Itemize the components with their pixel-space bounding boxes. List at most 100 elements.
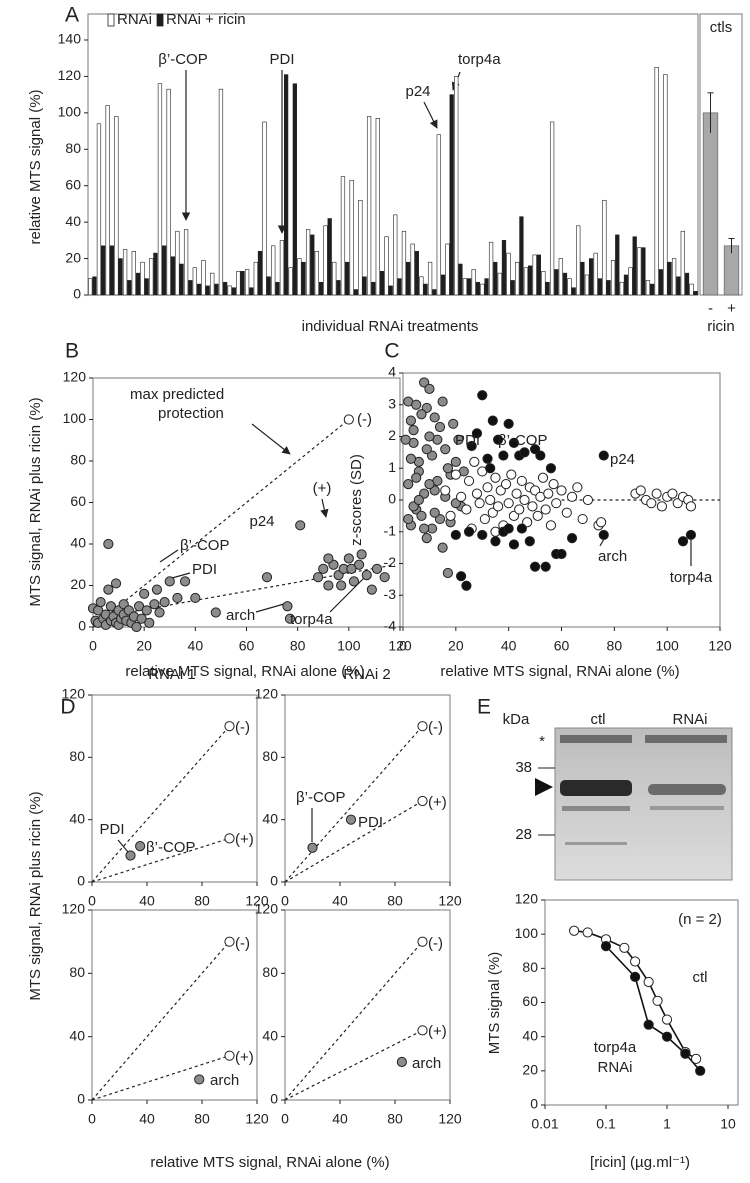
y-tick-label: 60 xyxy=(65,176,81,192)
dashed-line xyxy=(284,1029,423,1101)
point xyxy=(471,488,483,499)
y-tick-label: 100 xyxy=(58,104,82,120)
y-tick-label: 20 xyxy=(70,576,86,592)
y-tick-label: 120 xyxy=(515,891,539,907)
x-tick-label: 0 xyxy=(281,1111,289,1127)
bar xyxy=(88,278,93,296)
point xyxy=(630,956,641,967)
bar xyxy=(501,240,507,296)
y-tick-label: 140 xyxy=(58,31,82,47)
bar xyxy=(654,67,659,296)
legend-label: RNAi + ricin xyxy=(166,11,246,28)
point xyxy=(448,418,459,429)
point xyxy=(224,833,235,844)
point xyxy=(524,536,535,547)
point xyxy=(139,588,150,599)
point xyxy=(482,453,493,464)
point xyxy=(282,601,293,612)
y-axis-label: relative MTS signal (%) xyxy=(27,89,44,244)
point xyxy=(529,561,541,572)
bar xyxy=(188,280,193,296)
point xyxy=(405,415,417,426)
point xyxy=(445,510,456,521)
point xyxy=(514,504,525,515)
point xyxy=(506,469,517,480)
bar xyxy=(262,121,267,296)
x-axis-label: individual RNAi treatments xyxy=(302,318,479,335)
point xyxy=(421,533,432,544)
bar xyxy=(192,267,197,296)
x-tick-label: + xyxy=(727,300,736,317)
bar xyxy=(558,258,563,296)
y-tick-label: 60 xyxy=(70,493,86,509)
annotation: torp4a xyxy=(670,569,713,586)
y-tick-label: 3 xyxy=(388,395,396,411)
bar xyxy=(196,283,202,296)
x-tick-label: 10 xyxy=(720,1116,736,1132)
point xyxy=(635,485,646,496)
point xyxy=(194,1074,205,1085)
y-tick-label: 1 xyxy=(388,459,396,475)
y-tick-label: 0 xyxy=(77,1091,85,1107)
point xyxy=(456,571,467,582)
bar xyxy=(680,230,685,296)
point xyxy=(485,494,496,506)
point xyxy=(551,498,562,509)
annotation: PDI xyxy=(455,432,480,449)
point xyxy=(416,409,427,420)
point xyxy=(479,513,490,525)
x-tick-label: 120 xyxy=(245,1111,269,1127)
annotation: (-) xyxy=(235,719,250,736)
panel-label: D xyxy=(60,696,75,719)
point xyxy=(561,507,572,518)
point xyxy=(598,529,609,541)
bar xyxy=(615,234,620,296)
point xyxy=(437,396,448,407)
point xyxy=(411,472,422,483)
bar xyxy=(283,74,289,296)
point xyxy=(284,613,296,624)
bar xyxy=(371,281,376,296)
plot-frame xyxy=(91,909,258,1101)
y-tick-label: -4 xyxy=(384,618,397,634)
bar xyxy=(663,74,668,296)
x-tick-label: 20 xyxy=(448,638,464,654)
bar xyxy=(161,245,167,296)
bar xyxy=(336,280,341,296)
point xyxy=(463,526,475,537)
x-tick-label: 20 xyxy=(136,638,152,654)
annotation: β’-COP xyxy=(180,537,229,554)
bar xyxy=(100,245,106,296)
bar xyxy=(271,245,276,296)
bar xyxy=(118,258,123,296)
y-tick-label: 0 xyxy=(388,491,396,507)
annotation: RNAi xyxy=(597,1059,632,1076)
point xyxy=(516,523,527,534)
annotation: β’-COP xyxy=(158,51,207,68)
point xyxy=(103,538,114,550)
annotation: arch xyxy=(412,1055,441,1072)
x-tick-label: 0 xyxy=(88,893,96,909)
bar xyxy=(153,252,158,296)
bar xyxy=(175,230,180,296)
blot-marker-label: 38 xyxy=(515,759,532,776)
point xyxy=(361,570,372,581)
point xyxy=(630,971,641,982)
x-tick-label: 0 xyxy=(89,638,97,654)
bar xyxy=(257,250,263,296)
bar xyxy=(109,245,114,296)
bar xyxy=(388,285,393,296)
point xyxy=(456,491,467,502)
bar xyxy=(362,276,367,296)
bar xyxy=(210,272,215,296)
point xyxy=(477,390,488,401)
y-tick-label: 20 xyxy=(65,249,81,265)
point xyxy=(440,485,451,496)
bar xyxy=(183,229,189,296)
panel-label: A xyxy=(65,4,79,27)
annotation: (-) xyxy=(428,719,443,736)
point xyxy=(556,548,567,560)
point xyxy=(151,584,163,595)
x-tick-label: 80 xyxy=(387,893,403,909)
point xyxy=(598,450,609,461)
